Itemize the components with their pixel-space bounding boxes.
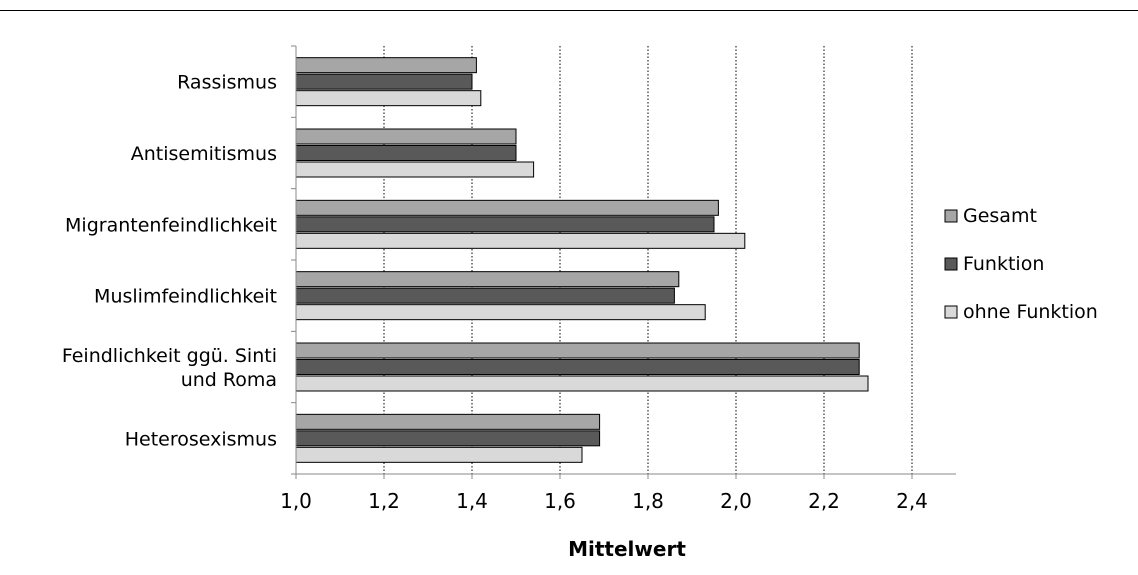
bar-2-funktion (295, 216, 715, 233)
x-axis-title: Mittelwert (568, 537, 686, 561)
x-tick-label-1: 1,2 (368, 489, 400, 513)
bar-2-ohne-funktion (295, 232, 746, 249)
top-border-line (0, 10, 1138, 11)
legend-label-2: ohne Funktion (963, 301, 1098, 323)
grid-lines (383, 46, 913, 474)
bar-1-funktion (295, 145, 517, 161)
category-label-line: Muslimfeindlichkeit (94, 286, 277, 308)
bar-1-ohne-funktion (295, 161, 535, 178)
category-label-line: Rassismus (177, 72, 277, 94)
bar-1-gesamt (295, 128, 517, 145)
category-label-line: Heterosexismus (125, 428, 277, 450)
bar-3-gesamt (295, 271, 680, 288)
bar-4-gesamt (295, 342, 860, 359)
legend-label-0: Gesamt (963, 205, 1037, 227)
legend-swatch-1 (944, 257, 958, 271)
category-labels: Rassismus Antisemitismus Migrantenfeindlic… (62, 72, 277, 451)
axes (291, 45, 956, 479)
bar-5-gesamt (295, 413, 601, 430)
bar-4-ohne-funktion (295, 375, 869, 392)
x-tick-label-0: 1,0 (280, 489, 312, 513)
bar-2-gesamt (295, 199, 719, 216)
legend: Gesamt Funktion ohne Funktion (944, 205, 1098, 323)
category-label-0: Rassismus (177, 72, 277, 94)
x-tick-label-2: 1,4 (456, 489, 488, 513)
category-label-3: Muslimfeindlichkeit (94, 286, 277, 308)
bar-5-funktion (295, 430, 601, 447)
category-label-line: Feindlichkeit ggü. Sinti (62, 345, 277, 367)
category-label-line: Migrantenfeindlichkeit (65, 214, 277, 236)
bar-3-funktion (295, 287, 675, 304)
category-label-line: Antisemitismus (131, 143, 277, 165)
legend-label-1: Funktion (963, 253, 1044, 275)
bar-3-ohne-funktion (295, 304, 706, 321)
bar-0-ohne-funktion (295, 90, 482, 107)
bar-0-funktion (295, 73, 473, 90)
category-label-line: und Roma (181, 369, 277, 391)
legend-swatch-0 (944, 209, 958, 223)
bars (295, 57, 869, 463)
x-tick-label-4: 1,8 (632, 489, 664, 513)
category-label-1: Antisemitismus (131, 143, 277, 165)
category-label-5: Heterosexismus (125, 428, 277, 450)
x-tick-label-6: 2,2 (808, 489, 840, 513)
x-tick-label-7: 2,4 (896, 489, 928, 513)
category-label-4: Feindlichkeit ggü. Sinti und Roma (62, 345, 277, 391)
bar-4-funktion (295, 359, 860, 375)
bar-5-ohne-funktion (295, 446, 583, 463)
x-tick-label-5: 2,0 (720, 489, 752, 513)
x-tick-label-3: 1,6 (544, 489, 576, 513)
legend-swatch-2 (944, 305, 958, 319)
x-tick-labels: 1,0 1,2 1,4 1,6 1,8 2,0 2,2 2,4 (280, 489, 928, 513)
category-label-2: Migrantenfeindlichkeit (65, 214, 277, 236)
bar-0-gesamt (295, 57, 477, 74)
